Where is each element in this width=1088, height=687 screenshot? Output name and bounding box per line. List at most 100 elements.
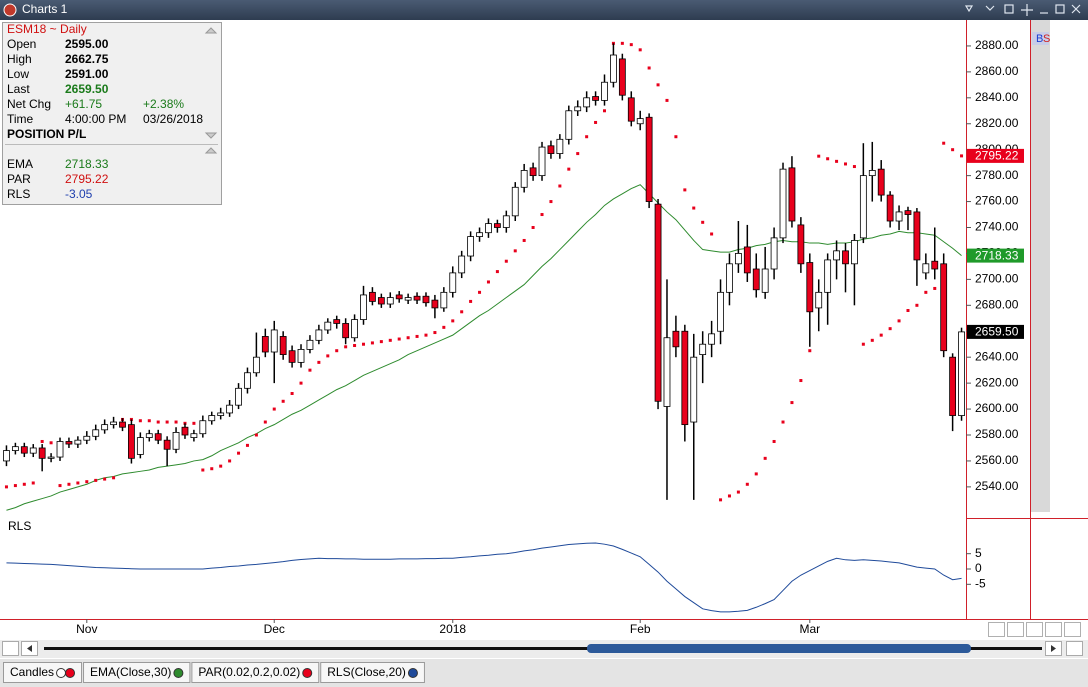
maximize-button[interactable]	[1055, 4, 1065, 14]
par-dot	[719, 498, 723, 502]
par-dot	[799, 379, 803, 383]
par-dot	[201, 468, 205, 472]
axis-button[interactable]	[1064, 622, 1081, 637]
candle-body	[11, 446, 19, 451]
candle-body	[288, 350, 296, 363]
expand-arrow[interactable]	[204, 132, 218, 139]
par-dot	[683, 188, 687, 192]
app-icon	[3, 3, 17, 17]
axis-button[interactable]	[1045, 622, 1062, 637]
candle-body	[65, 441, 73, 445]
tab-background[interactable]	[83, 662, 191, 683]
y-tick-label: 2680.00	[975, 297, 1019, 311]
candle-body	[154, 433, 162, 441]
candle-body	[413, 295, 421, 301]
dropdown-button[interactable]	[964, 5, 974, 13]
candle-body	[752, 268, 760, 291]
par-dot	[844, 162, 847, 166]
study-label: RLS	[7, 187, 30, 201]
par-dot	[933, 286, 937, 290]
par-dot	[424, 333, 428, 337]
candle-body	[520, 170, 528, 188]
study-tab[interactable]: PAR(0.02,0.2,0.02)	[191, 662, 320, 683]
scroll-end[interactable]	[1066, 641, 1083, 656]
candle-body	[859, 175, 867, 239]
par-dot	[835, 159, 839, 163]
y-tick-label: 2700.00	[975, 272, 1019, 286]
par-dot	[370, 341, 374, 345]
axis-buttons[interactable]	[988, 622, 1081, 637]
y-tick-label: 2760.00	[975, 194, 1019, 208]
y-tick-label: 2860.00	[975, 64, 1019, 78]
candle-body	[681, 330, 689, 426]
par-dot	[344, 345, 348, 349]
study-tabs: Candles EMA(Close,30) PAR(0.02,0.2,0.02) RL…	[3, 662, 425, 683]
x-tick-label: Nov	[76, 622, 97, 636]
candle-body	[199, 420, 207, 435]
study-tab[interactable]: Candles	[3, 662, 83, 683]
candle-body	[351, 319, 358, 339]
par-dot	[85, 480, 89, 484]
tab-background[interactable]	[191, 662, 320, 683]
candle-body	[511, 186, 519, 217]
close-button[interactable]	[1071, 4, 1081, 14]
collapse-button[interactable]	[985, 5, 995, 11]
y-tick-label: 2640.00	[975, 349, 1019, 363]
arrow-icon	[27, 645, 32, 652]
buy-button[interactable]: B	[1036, 33, 1043, 45]
candle-body	[449, 272, 457, 293]
side-scroll	[1031, 20, 1050, 512]
candle-body	[592, 96, 599, 101]
par-dot	[540, 213, 544, 217]
candle-body	[235, 387, 242, 406]
x-tick-label: Feb	[630, 622, 651, 636]
candle-body	[779, 168, 787, 239]
bs-panel[interactable]	[1032, 32, 1049, 45]
par-dot	[710, 232, 714, 236]
axis-button[interactable]	[988, 622, 1005, 637]
tab-label[interactable]: RLS(Close,20)	[327, 665, 406, 679]
study-tab[interactable]: EMA(Close,30)	[83, 662, 191, 683]
candle-body	[47, 456, 55, 459]
candle-body	[636, 118, 644, 125]
par-dot	[58, 484, 62, 488]
par-dot	[353, 344, 357, 348]
candle-body	[360, 294, 367, 320]
tab-label[interactable]: EMA(Close,30)	[90, 665, 171, 679]
sell-button[interactable]: S	[1043, 33, 1050, 45]
candle-body	[618, 58, 626, 96]
par-dot	[397, 337, 401, 341]
restore-button[interactable]	[1004, 4, 1014, 14]
scroll-start[interactable]	[2, 641, 19, 656]
info-label: High	[7, 52, 32, 66]
collapse-arrow[interactable]	[204, 27, 218, 34]
candle-body	[538, 146, 546, 177]
par-dot	[451, 319, 455, 323]
scroll-thumb[interactable]	[587, 644, 971, 653]
y-tick-label: 5	[975, 546, 982, 560]
tab-label[interactable]: Candles	[10, 665, 54, 679]
collapse-arrow[interactable]	[204, 147, 218, 154]
candle-body	[717, 291, 724, 332]
info-label: Open	[7, 37, 36, 51]
axis-button[interactable]	[1026, 622, 1043, 637]
x-tick-label: Dec	[264, 622, 285, 636]
par-dot	[772, 439, 776, 443]
info-value: 03/26/2018	[143, 112, 203, 126]
price-badge-label: 2659.50	[975, 325, 1019, 339]
candle-body	[931, 260, 939, 270]
axis-button[interactable]	[1007, 622, 1024, 637]
candle-body	[565, 110, 573, 140]
par-dot	[49, 441, 53, 445]
window-controls[interactable]	[964, 4, 1081, 16]
candle-body	[404, 297, 412, 301]
move-button[interactable]	[1021, 4, 1033, 16]
study-tab[interactable]: RLS(Close,20)	[320, 662, 425, 683]
candle-body	[128, 424, 135, 459]
tab-background[interactable]	[320, 662, 425, 683]
tab-label[interactable]: PAR(0.02,0.2,0.02)	[198, 665, 300, 679]
candle-body	[949, 356, 957, 416]
par-dot	[174, 420, 178, 424]
candle-body	[734, 253, 742, 265]
